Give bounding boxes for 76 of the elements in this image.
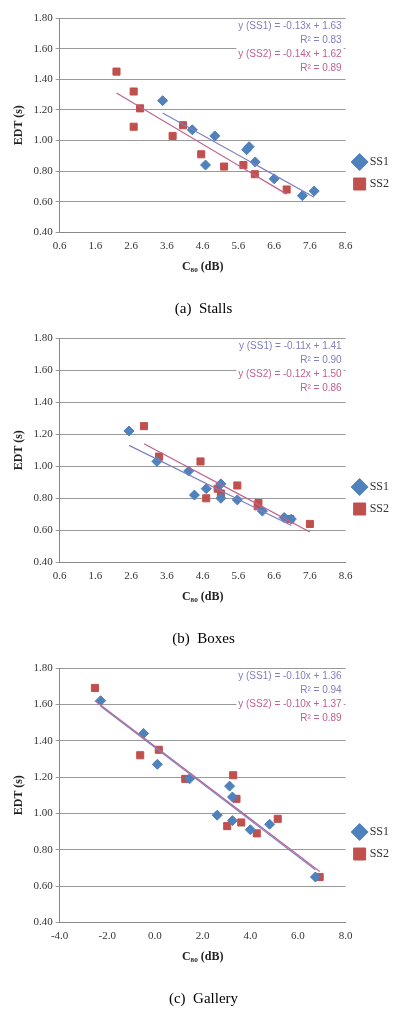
legend-label: SS1: [369, 154, 390, 169]
x-tick-label: 6.6: [267, 238, 282, 251]
y-tick-label: 0.80: [33, 491, 54, 504]
x-tick-label: -2.0: [98, 928, 117, 941]
y-tick-label: 0.60: [33, 523, 54, 536]
x-tick-label: 8.6: [338, 238, 354, 251]
x-tick-label: 8.6: [338, 568, 354, 581]
y-tick-label: 0.40: [33, 555, 54, 568]
annotation: R² = 0.90: [300, 353, 343, 365]
y-tick-label: 0.40: [33, 915, 54, 928]
y-tick-label: 0.60: [33, 878, 54, 891]
x-tick-label: 5.6: [231, 238, 246, 251]
y-axis-title: EDT (s): [11, 775, 26, 816]
x-axis-title: C₈₀ (dB): [181, 588, 224, 603]
text: (b) Boxes: [172, 629, 235, 647]
x-tick-label: 0.6: [52, 238, 68, 251]
x-tick-label: 2.6: [124, 568, 139, 581]
y-tick-label: 1.80: [33, 10, 54, 23]
y-tick-label: 1.80: [33, 660, 54, 673]
y-tick-label: 1.20: [33, 427, 54, 440]
annotation: y (SS2) = -0.10x + 1.37: [238, 697, 343, 709]
x-tick-label: 6.0: [291, 928, 306, 941]
annotation: y (SS1) = -0.10x + 1.36: [238, 669, 343, 681]
y-tick-label: 1.80: [33, 330, 54, 343]
x-tick-label: -4.0: [50, 928, 69, 941]
annotation: y (SS1) = -0.11x + 1.41: [239, 339, 343, 351]
x-tick-label: 2.6: [124, 238, 139, 251]
x-tick-label: 7.6: [303, 568, 318, 581]
annotation: R² = 0.94: [300, 683, 343, 695]
y-tick-label: 1.00: [33, 806, 54, 819]
legend-label: SS1: [369, 824, 390, 839]
y-tick-label: 1.20: [33, 769, 54, 782]
x-tick-label: 3.6: [160, 568, 175, 581]
y-axis-title: EDT (s): [11, 105, 26, 146]
y-tick-label: 1.40: [33, 733, 54, 746]
annotation: y (SS2) = -0.14x + 1.62: [238, 47, 343, 59]
y-tick-label: 0.80: [33, 164, 54, 177]
y-axis-title: EDT (s): [11, 430, 26, 471]
annotation: R² = 0.89: [300, 61, 343, 73]
text: (a) Stalls: [174, 299, 233, 317]
y-tick-label: 0.60: [33, 194, 54, 207]
x-axis-title: C₈₀ (dB): [181, 258, 224, 273]
x-tick-label: 5.6: [231, 568, 246, 581]
y-tick-label: 1.60: [33, 362, 54, 375]
legend-label: SS2: [369, 501, 390, 516]
legend-label: SS2: [369, 176, 390, 191]
x-tick-label: 6.6: [267, 568, 282, 581]
annotation: R² = 0.86: [300, 381, 343, 393]
y-tick-label: 1.40: [33, 395, 54, 407]
x-tick-label: 0.6: [52, 568, 68, 581]
legend-label: SS1: [369, 479, 390, 494]
x-tick-label: 7.6: [303, 238, 318, 251]
x-tick-label: 1.6: [88, 568, 103, 581]
x-tick-label: 1.6: [88, 238, 103, 251]
x-tick-label: 2.0: [195, 928, 211, 941]
y-tick-label: 1.00: [33, 133, 54, 146]
x-tick-label: 8.0: [338, 928, 354, 941]
annotation: y (SS1) = -0.13x + 1.63: [238, 19, 343, 31]
y-tick-label: 0.40: [33, 225, 54, 238]
x-tick-label: 3.6: [160, 238, 175, 251]
y-tick-label: 0.80: [33, 842, 54, 855]
y-tick-label: 1.60: [33, 41, 54, 54]
annotation: y (SS2) = -0.12x + 1.50: [238, 367, 343, 379]
x-tick-label: 4.0: [243, 928, 258, 941]
x-tick-label: 0.0: [148, 928, 163, 941]
x-tick-label: 4.6: [195, 568, 211, 581]
y-tick-label: 1.40: [33, 72, 54, 85]
text: (c) Gallery: [168, 989, 239, 1007]
x-tick-label: 4.6: [195, 238, 211, 251]
legend-label: SS2: [369, 846, 390, 861]
annotation: R² = 0.89: [300, 711, 343, 723]
y-tick-label: 1.60: [33, 697, 54, 710]
x-axis-title: C₈₀ (dB): [181, 948, 224, 963]
y-tick-label: 1.20: [33, 102, 54, 115]
annotation: R² = 0.83: [300, 33, 343, 45]
y-tick-label: 1.00: [33, 459, 54, 472]
